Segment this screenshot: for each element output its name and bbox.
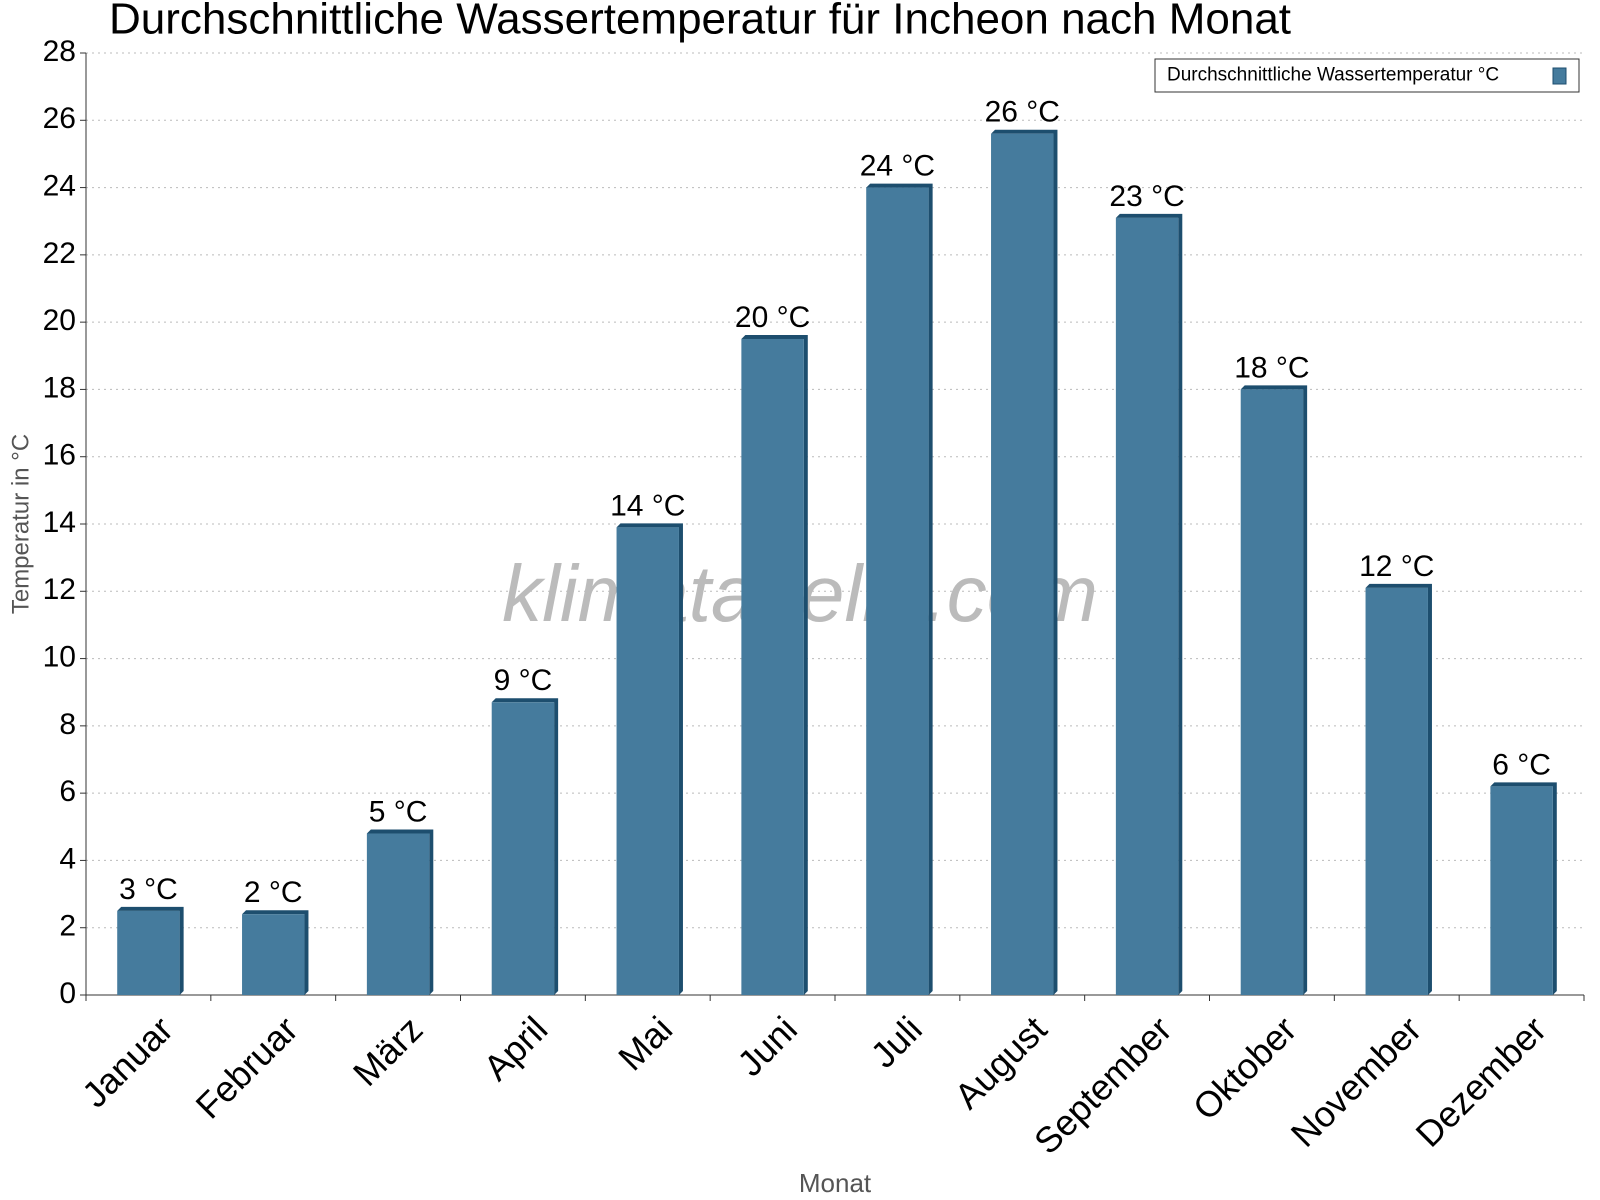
y-axis-label: Temperatur in °C <box>7 434 34 614</box>
bar <box>991 133 1054 995</box>
y-tick-label: 26 <box>43 102 76 135</box>
value-label: 6 °C <box>1492 748 1551 781</box>
x-tick-label: März <box>345 1008 431 1094</box>
value-label: 24 °C <box>860 149 935 182</box>
bar <box>616 527 679 995</box>
bar <box>1365 587 1428 995</box>
y-tick-label: 2 <box>59 910 76 943</box>
x-tick-label: August <box>946 1008 1054 1116</box>
bar <box>117 910 180 995</box>
value-label: 12 °C <box>1359 550 1434 583</box>
y-tick-label: 8 <box>59 708 76 741</box>
value-label: 9 °C <box>494 664 553 697</box>
x-tick-label: April <box>475 1008 555 1088</box>
y-tick-label: 12 <box>43 573 76 606</box>
value-label: 5 °C <box>369 795 428 828</box>
x-axis-label: Monat <box>799 1168 872 1198</box>
y-tick-label: 6 <box>59 775 76 808</box>
x-tick-label: Juli <box>863 1008 930 1075</box>
x-tick-label: November <box>1283 1008 1429 1154</box>
bar <box>1490 786 1553 995</box>
y-tick-label: 10 <box>43 640 76 673</box>
y-tick-label: 22 <box>43 237 76 270</box>
x-tick-label: Februar <box>188 1008 306 1126</box>
value-label: 20 °C <box>735 301 810 334</box>
y-tick-label: 14 <box>43 506 76 539</box>
bar <box>741 338 804 995</box>
value-label: 18 °C <box>1234 351 1309 384</box>
bar <box>1240 389 1304 995</box>
y-tick-label: 4 <box>59 842 76 875</box>
y-tick-label: 18 <box>43 371 76 404</box>
x-tick-label: Dezember <box>1408 1008 1554 1154</box>
value-label: 3 °C <box>119 873 178 906</box>
legend-label: Durchschnittliche Wassertemperatur °C <box>1167 65 1499 86</box>
bar <box>866 187 929 996</box>
y-tick-label: 16 <box>43 439 76 472</box>
value-label: 2 °C <box>244 876 303 909</box>
x-tick-label: Januar <box>74 1008 181 1115</box>
legend-box <box>1154 58 1580 93</box>
y-tick-label: 0 <box>59 977 76 1010</box>
x-tick-label: Juni <box>729 1008 805 1084</box>
y-tick-label: 20 <box>43 304 76 337</box>
x-tick-label: Oktober <box>1185 1008 1305 1128</box>
value-label: 23 °C <box>1109 180 1184 213</box>
bar <box>366 833 430 995</box>
bar <box>242 914 305 995</box>
y-tick-label: 24 <box>43 169 76 202</box>
y-tick-label: 28 <box>43 35 76 68</box>
bar <box>491 702 555 995</box>
value-label: 26 °C <box>985 96 1060 129</box>
x-tick-label: September <box>1026 1008 1180 1162</box>
legend-swatch <box>1552 67 1567 85</box>
chart-title: Durchschnittliche Wassertemperatur für I… <box>109 0 1291 44</box>
bar <box>1115 217 1179 996</box>
value-label: 14 °C <box>610 489 685 522</box>
x-tick-label: Mai <box>610 1008 680 1078</box>
